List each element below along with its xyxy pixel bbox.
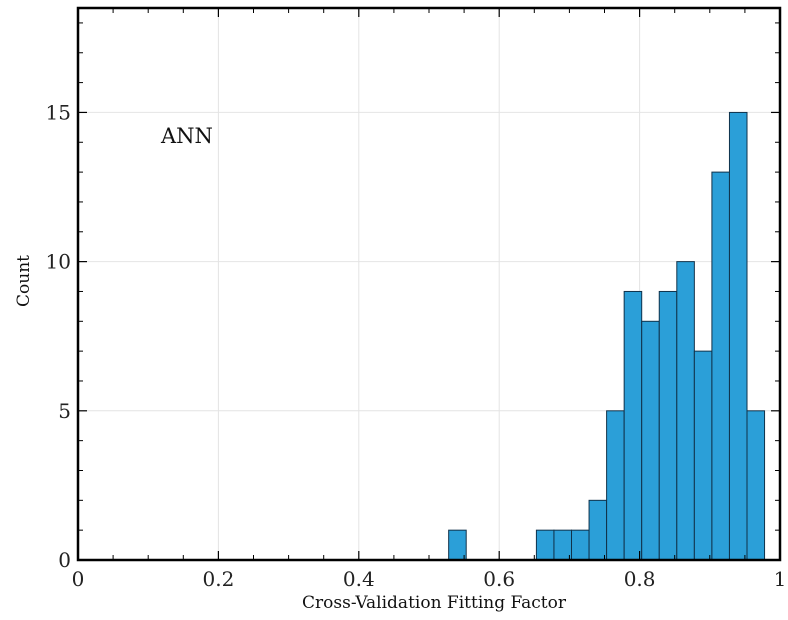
histogram-bar (535, 529, 555, 561)
y-tick-label: 0 (58, 548, 71, 572)
ann-annotation: ANN (160, 124, 213, 148)
histogram-bar (448, 529, 467, 561)
x-tick-label: 0.6 (483, 567, 515, 591)
histogram-bar (693, 350, 713, 561)
histogram-bar (606, 410, 625, 561)
x-tick-label: 1 (774, 567, 787, 591)
histogram-bar (623, 290, 643, 561)
histogram-bar (711, 171, 730, 561)
plot-frame (76, 6, 782, 562)
histogram-bar (746, 410, 766, 561)
x-tick-label: 0.4 (343, 567, 375, 591)
x-tick-label: 0.2 (202, 567, 234, 591)
x-tick-label: 0.8 (624, 567, 656, 591)
histogram-bar (553, 529, 573, 561)
y-tick-label: 15 (46, 100, 71, 124)
grid (78, 8, 780, 560)
y-tick-label: 5 (58, 399, 71, 423)
y-axis-label: Count (14, 255, 34, 307)
x-tick-label: 0 (72, 567, 85, 591)
y-tick-label: 10 (46, 250, 71, 274)
histogram-bar (728, 111, 748, 561)
histogram-bar (588, 499, 608, 561)
histogram-bar (641, 320, 660, 561)
histogram-bar (571, 529, 590, 561)
histogram-bar (676, 261, 695, 561)
x-axis-label: Cross-Validation Fitting Factor (302, 593, 567, 613)
bars (448, 111, 766, 561)
histogram-bar (658, 290, 678, 561)
